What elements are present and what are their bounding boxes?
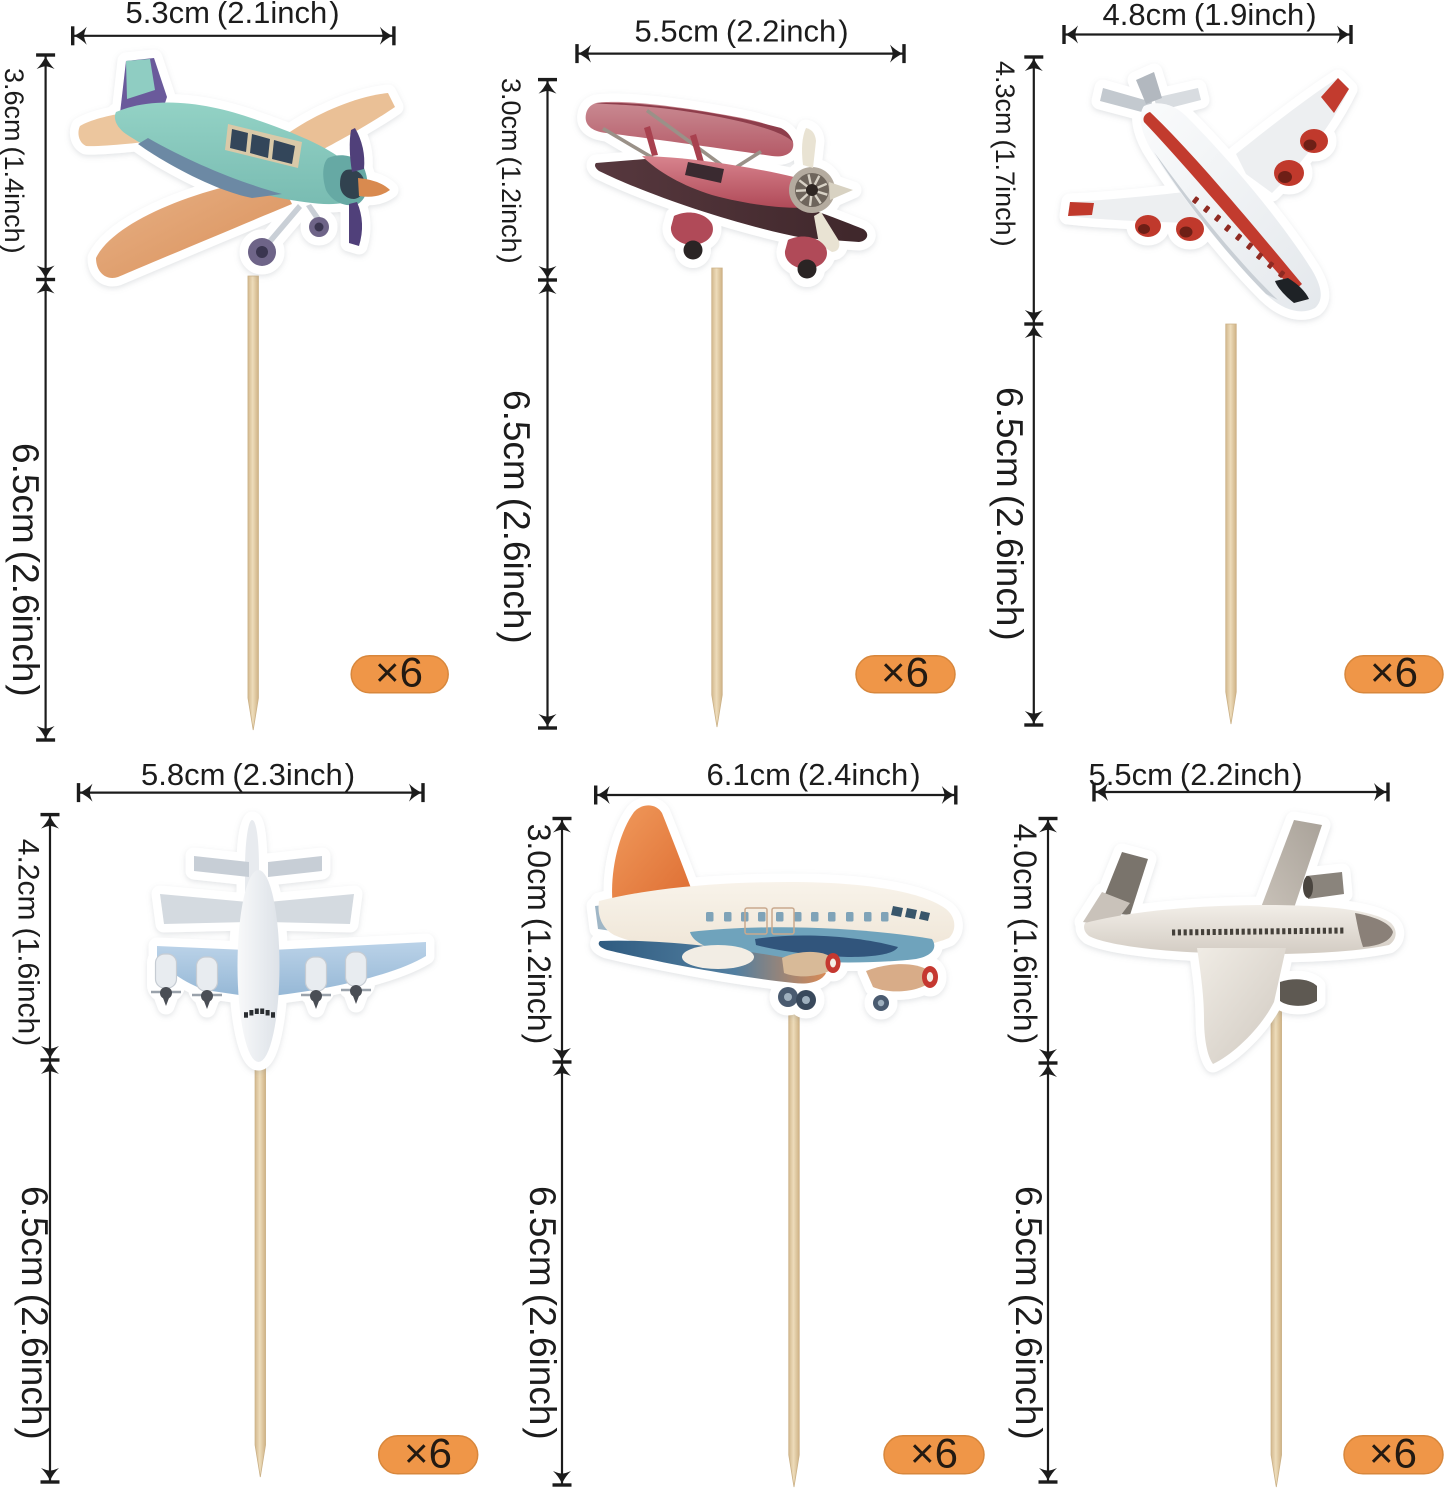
svg-text:6.1cm(2.4inch): 6.1cm (2.4inch): [706, 757, 920, 792]
svg-text:4.3cm(1.7inch): 4.3cm(1.7inch): [990, 61, 1020, 247]
svg-text:6.5cm(2.6inch): 6.5cm(2.6inch): [496, 390, 537, 644]
svg-text:4.0cm(1.6inch): 4.0cm(1.6inch): [1007, 824, 1043, 1045]
svg-text:×6: ×6: [910, 1429, 958, 1476]
svg-text:5.5cm(2.2inch): 5.5cm (2.2inch): [1088, 757, 1302, 792]
svg-text:3.0cm(1.2inch): 3.0cm(1.2inch): [521, 824, 557, 1045]
svg-text:4.2cm(1.6inch): 4.2cm(1.6inch): [12, 839, 45, 1046]
svg-text:×6: ×6: [1370, 648, 1418, 695]
svg-text:×6: ×6: [404, 1429, 452, 1476]
svg-text:6.5cm(2.6inch): 6.5cm(2.6inch): [5, 443, 46, 697]
svg-text:3.6cm(1.4inch): 3.6cm(1.4inch): [0, 68, 29, 254]
svg-text:5.8cm(2.3inch): 5.8cm (2.3inch): [141, 757, 355, 792]
svg-text:×6: ×6: [1369, 1429, 1417, 1476]
svg-text:6.5cm(2.6inch): 6.5cm(2.6inch): [1008, 1186, 1049, 1440]
svg-text:5.5cm(2.2inch): 5.5cm (2.2inch): [634, 14, 848, 49]
svg-text:6.5cm(2.6inch): 6.5cm(2.6inch): [14, 1186, 55, 1440]
svg-text:6.5cm(2.6inch): 6.5cm(2.6inch): [989, 387, 1030, 641]
svg-text:3.0cm(1.2inch): 3.0cm(1.2inch): [496, 78, 526, 264]
svg-text:×6: ×6: [881, 648, 929, 695]
svg-text:4.8cm(1.9inch): 4.8cm (1.9inch): [1102, 0, 1316, 32]
svg-text:×6: ×6: [375, 648, 423, 695]
svg-text:5.3cm(2.1inch): 5.3cm (2.1inch): [125, 0, 339, 30]
svg-text:6.5cm(2.6inch): 6.5cm(2.6inch): [522, 1186, 563, 1440]
